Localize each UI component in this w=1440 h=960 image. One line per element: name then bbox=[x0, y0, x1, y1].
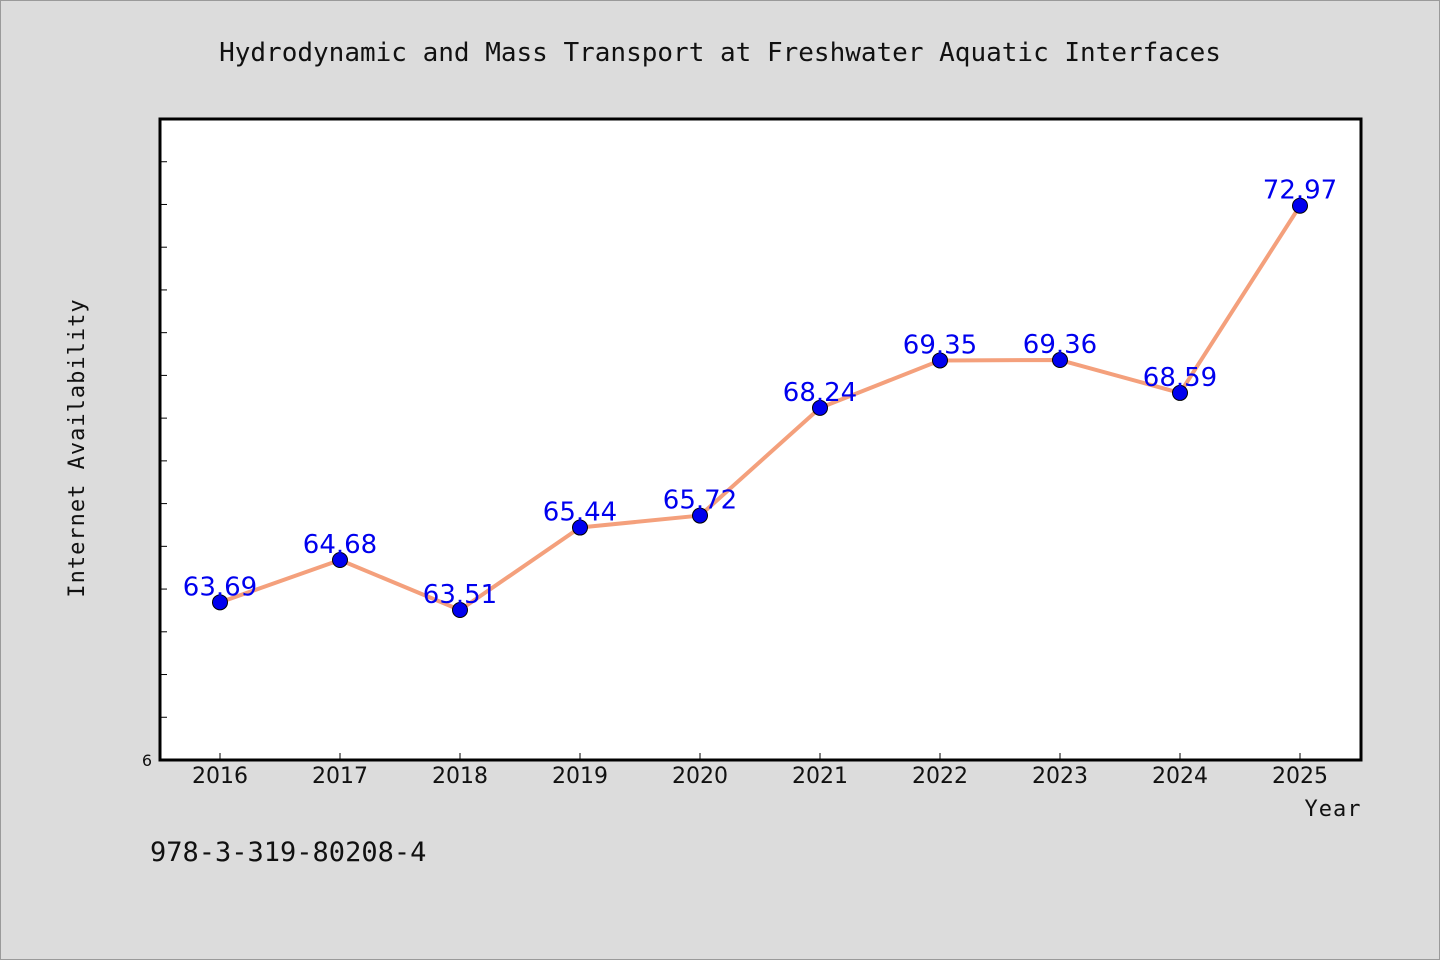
data-point bbox=[692, 507, 708, 524]
x-tick-label: 2016 bbox=[192, 764, 248, 789]
x-tick-label: 2020 bbox=[672, 764, 728, 789]
data-point bbox=[1052, 352, 1068, 369]
x-tick-label: 2018 bbox=[432, 764, 488, 789]
data-point bbox=[1292, 197, 1308, 214]
data-label: 65.44 bbox=[543, 498, 617, 528]
data-point bbox=[332, 552, 348, 569]
x-tick-label: 2024 bbox=[1152, 764, 1208, 789]
data-label: 69.36 bbox=[1023, 330, 1097, 360]
data-label: 63.51 bbox=[423, 580, 497, 610]
plot-area bbox=[158, 117, 1363, 762]
x-axis-label: Year bbox=[1305, 797, 1362, 822]
y-tick-label: 6 bbox=[142, 751, 152, 770]
chart-title: Hydrodynamic and Mass Transport at Fresh… bbox=[219, 38, 1221, 68]
data-label: 65.72 bbox=[663, 486, 737, 516]
data-label: 72.97 bbox=[1263, 176, 1337, 206]
y-axis-label: Internet Availability bbox=[65, 298, 90, 597]
x-tick-label: 2021 bbox=[792, 764, 848, 789]
isbn-text: 978-3-319-80208-4 bbox=[150, 837, 426, 868]
x-axis-ticks: 2016 2017 2018 2019 2020 2021 2022 2023 2024 2025 bbox=[192, 753, 1328, 789]
data-point bbox=[932, 352, 948, 369]
data-point bbox=[1172, 384, 1188, 401]
data-point bbox=[452, 602, 468, 619]
data-label: 68.24 bbox=[783, 378, 857, 408]
data-point bbox=[812, 399, 828, 416]
data-point bbox=[572, 519, 588, 536]
data-point bbox=[212, 594, 228, 611]
data-label: 64.68 bbox=[303, 530, 377, 560]
x-tick-label: 2022 bbox=[912, 764, 968, 789]
data-label: 68.59 bbox=[1143, 363, 1217, 393]
x-tick-label: 2023 bbox=[1032, 764, 1088, 789]
x-tick-label: 2025 bbox=[1272, 764, 1328, 789]
data-label: 63.69 bbox=[183, 572, 257, 602]
series-line-group: 63.69 64.68 63.51 65.44 65.72 68.24 69.35 69.36… bbox=[183, 176, 1337, 619]
data-label: 69.35 bbox=[903, 330, 977, 360]
x-tick-label: 2019 bbox=[552, 764, 608, 789]
x-tick-label: 2017 bbox=[312, 764, 368, 789]
y-axis-ticks bbox=[160, 161, 167, 718]
series-line bbox=[219, 204, 1302, 613]
